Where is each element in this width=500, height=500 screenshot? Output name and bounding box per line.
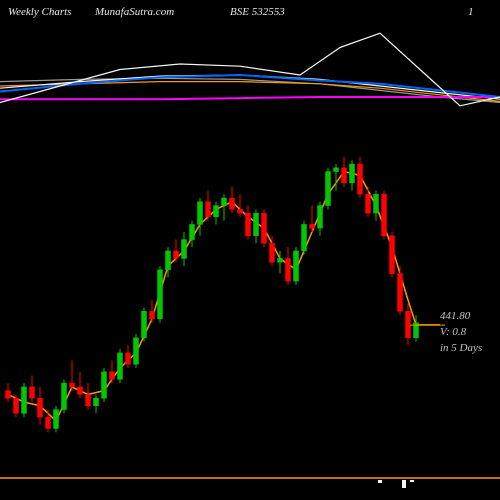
chart-title-left: Weekly Charts bbox=[8, 6, 71, 18]
chart-right-num: 1 bbox=[468, 6, 474, 18]
chart-source: MunafaSutra.com bbox=[95, 6, 174, 18]
upper-indicator-panel bbox=[0, 20, 500, 130]
period-label: in 5 Days bbox=[440, 342, 482, 354]
candlestick-panel bbox=[0, 130, 500, 470]
volume-label: V: 0.8 bbox=[440, 326, 466, 338]
lower-panel bbox=[0, 475, 500, 495]
chart-ticker: BSE 532553 bbox=[230, 6, 285, 18]
price-label: 441.80 bbox=[440, 310, 470, 322]
